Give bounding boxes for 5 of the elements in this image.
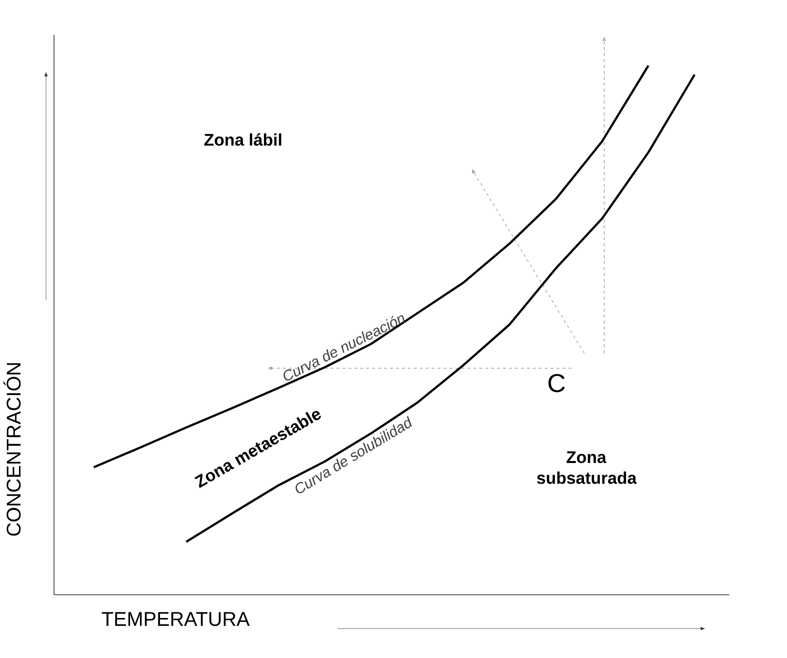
annotation: Zona lábil (204, 133, 282, 146)
y-axis-title: CONCENTRACIÓN (3, 363, 21, 536)
annotation: C (548, 374, 565, 392)
annotation: Zona subsaturada (537, 451, 637, 484)
x-axis-title: TEMPERATURA (102, 612, 250, 626)
